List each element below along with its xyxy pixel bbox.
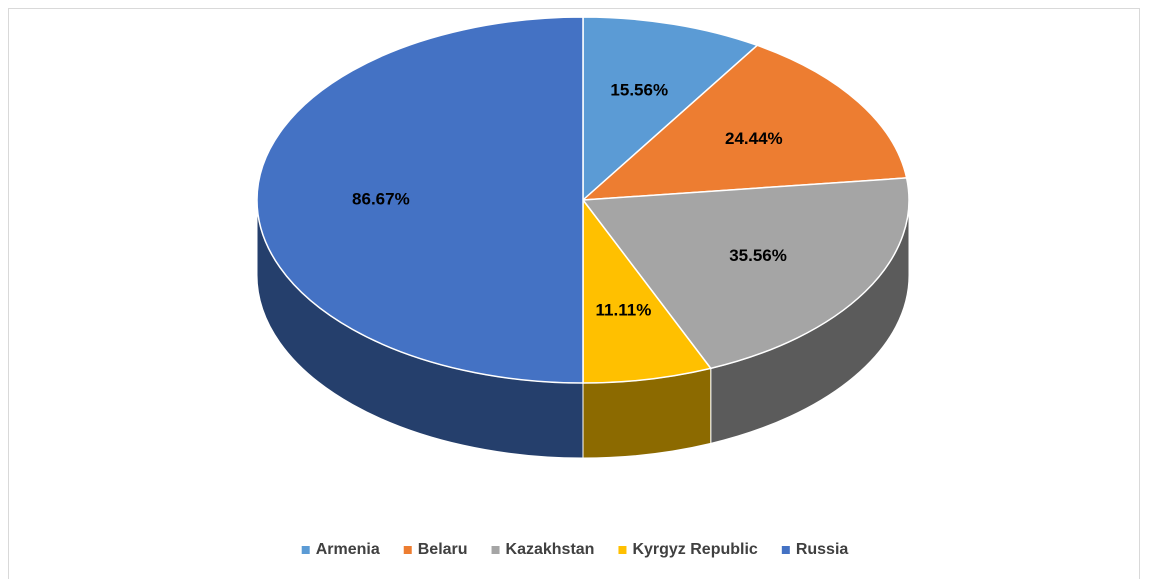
- pie-slice: [582, 16, 759, 202]
- legend-swatch: [781, 546, 790, 554]
- pie-sides: [256, 199, 910, 459]
- data-label: 15.56%: [610, 81, 668, 100]
- pie-slice: [256, 16, 584, 384]
- pie-slice: [580, 44, 908, 201]
- legend: Armenia Belaru Kazakhstan Kyrgyz Republic Ru…: [301, 541, 849, 558]
- data-label: 11.11%: [596, 301, 652, 320]
- legend-swatch: [403, 546, 412, 554]
- legend-swatch: [491, 546, 500, 554]
- pie-slice: [581, 177, 910, 370]
- legend-swatch: [618, 546, 627, 554]
- legend-label: Kazakhstan: [506, 541, 595, 558]
- legend-label: Russia: [796, 541, 849, 558]
- data-label: 24.44%: [725, 129, 783, 148]
- legend-label: Belaru: [418, 541, 468, 558]
- legend-swatch: [301, 546, 310, 554]
- pie-tops: [256, 16, 910, 384]
- pie-slice: [582, 197, 713, 384]
- data-label: 35.56%: [729, 246, 787, 265]
- legend-label: Kyrgyz Republic: [632, 541, 757, 558]
- data-label: 86.67%: [352, 189, 410, 208]
- data-labels: 15.56% 24.44% 35.56% 11.11% 86.67%: [352, 81, 787, 320]
- legend-label: Armenia: [316, 541, 380, 558]
